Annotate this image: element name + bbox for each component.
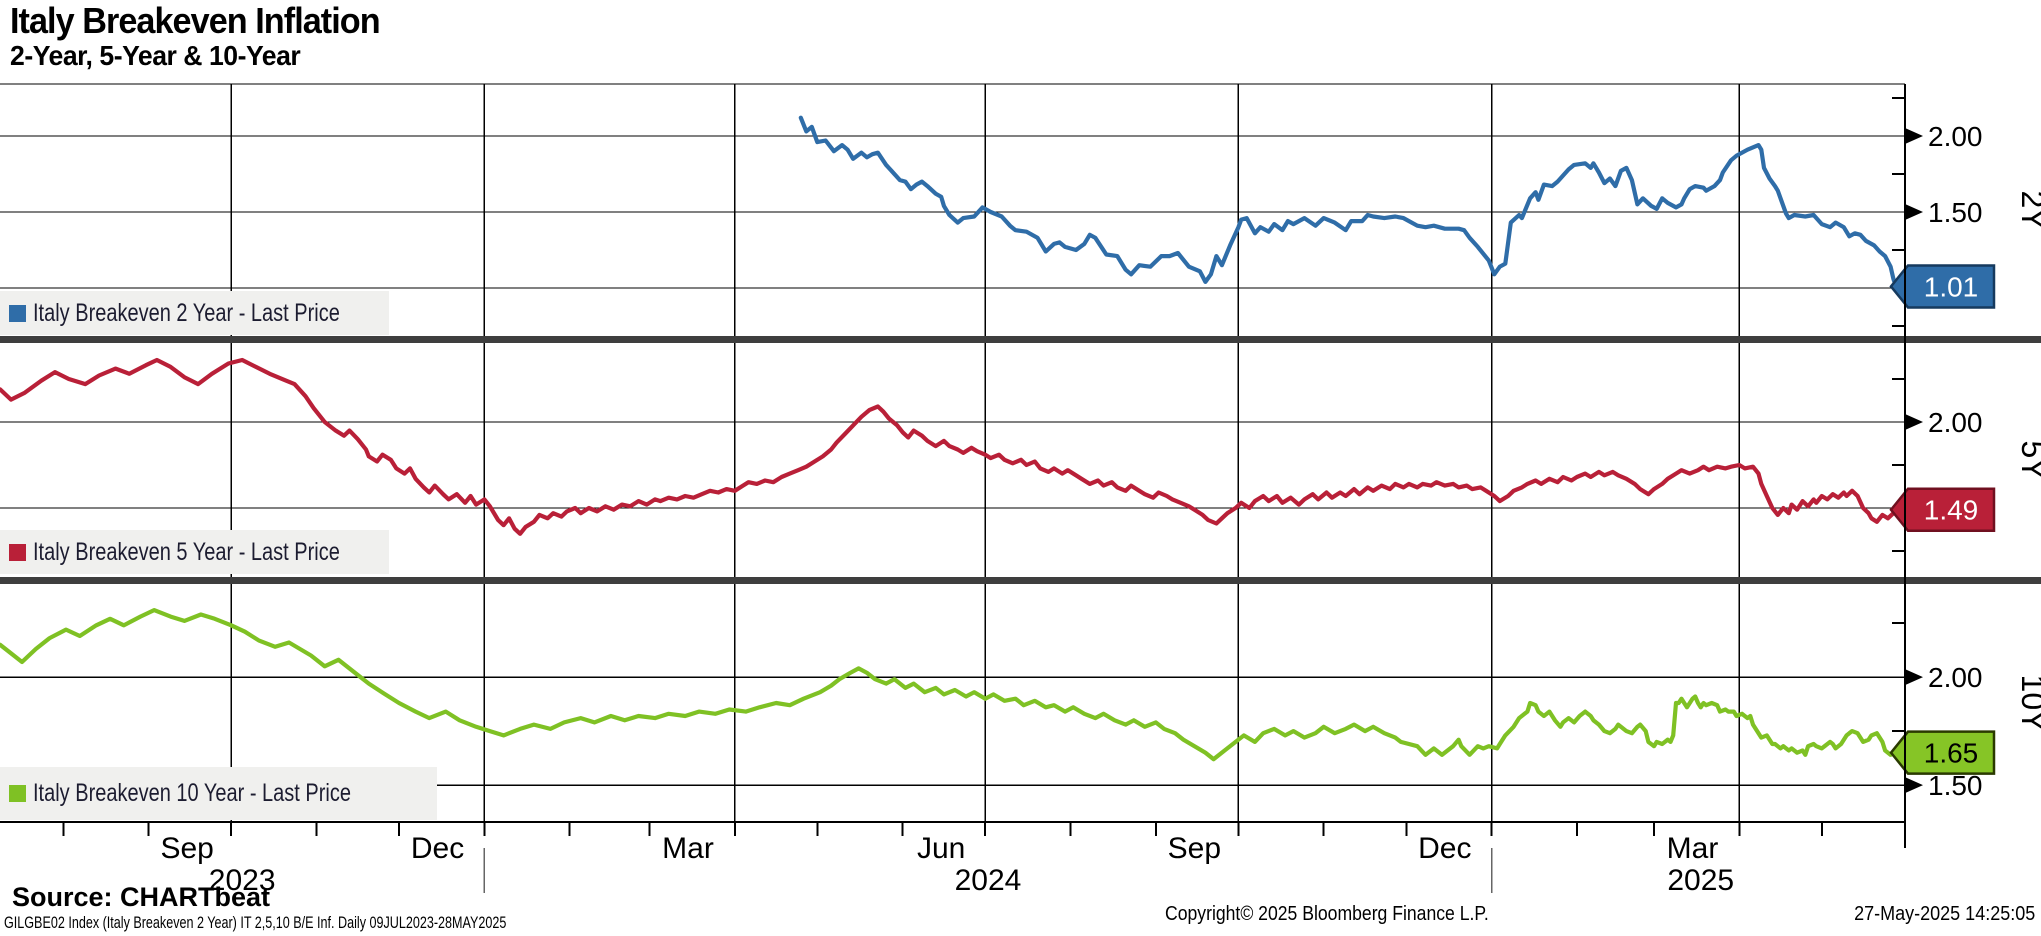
svg-text:1.50: 1.50	[1928, 770, 1983, 801]
svg-text:1.65: 1.65	[1924, 738, 1979, 769]
legend-label-10-year: Italy Breakeven 10 Year - Last Price	[33, 779, 351, 807]
legend-label-5-year: Italy Breakeven 5 Year - Last Price	[33, 537, 340, 566]
svg-text:1.50: 1.50	[1928, 197, 1983, 228]
svg-text:Mar: Mar	[662, 832, 714, 865]
chart-subtitle: 2-Year, 5-Year & 10-Year	[10, 40, 301, 71]
svg-text:Jun: Jun	[917, 832, 965, 865]
source-credit: Source: CHARTbeat	[12, 882, 271, 912]
svg-text:Sep: Sep	[160, 832, 213, 865]
svg-text:2.00: 2.00	[1928, 662, 1983, 693]
svg-text:1.49: 1.49	[1924, 495, 1979, 526]
svg-text:1.01: 1.01	[1924, 271, 1979, 302]
legend-label-2-year: Italy Breakeven 2 Year - Last Price	[33, 298, 340, 327]
svg-text:2024: 2024	[955, 864, 1022, 897]
svg-text:Mar: Mar	[1667, 832, 1719, 865]
chart-timestamp: 27-May-2025 14:25:05	[1853, 903, 2035, 925]
legend-swatch-10-year-icon	[9, 785, 26, 802]
svg-text:Dec: Dec	[411, 832, 464, 865]
svg-text:5Y: 5Y	[2015, 440, 2041, 479]
legend-swatch-5-year-icon	[9, 543, 26, 561]
svg-text:Dec: Dec	[1418, 832, 1471, 865]
svg-text:10Y: 10Y	[2015, 675, 2041, 732]
svg-text:Sep: Sep	[1168, 832, 1221, 865]
svg-text:2.00: 2.00	[1928, 121, 1983, 152]
svg-text:2Y: 2Y	[2015, 190, 2041, 229]
legend-item-5-year[interactable]: Italy Breakeven 5 Year - Last Price	[0, 530, 389, 574]
chart-title: Italy Breakeven Inflation	[10, 0, 381, 41]
svg-text:2023: 2023	[209, 864, 276, 897]
legend-swatch-2-year-icon	[9, 304, 26, 322]
svg-text:2.00: 2.00	[1928, 407, 1983, 438]
security-description: GILGBE02 Index (Italy Breakeven 2 Year) …	[4, 913, 507, 932]
legend-item-2-year[interactable]: Italy Breakeven 2 Year - Last Price	[0, 291, 389, 335]
copyright-notice: Copyright© 2025 Bloomberg Finance L.P.	[1165, 903, 1489, 925]
svg-text:2025: 2025	[1667, 864, 1734, 897]
legend-item-10-year[interactable]: Italy Breakeven 10 Year - Last Price	[0, 767, 437, 820]
